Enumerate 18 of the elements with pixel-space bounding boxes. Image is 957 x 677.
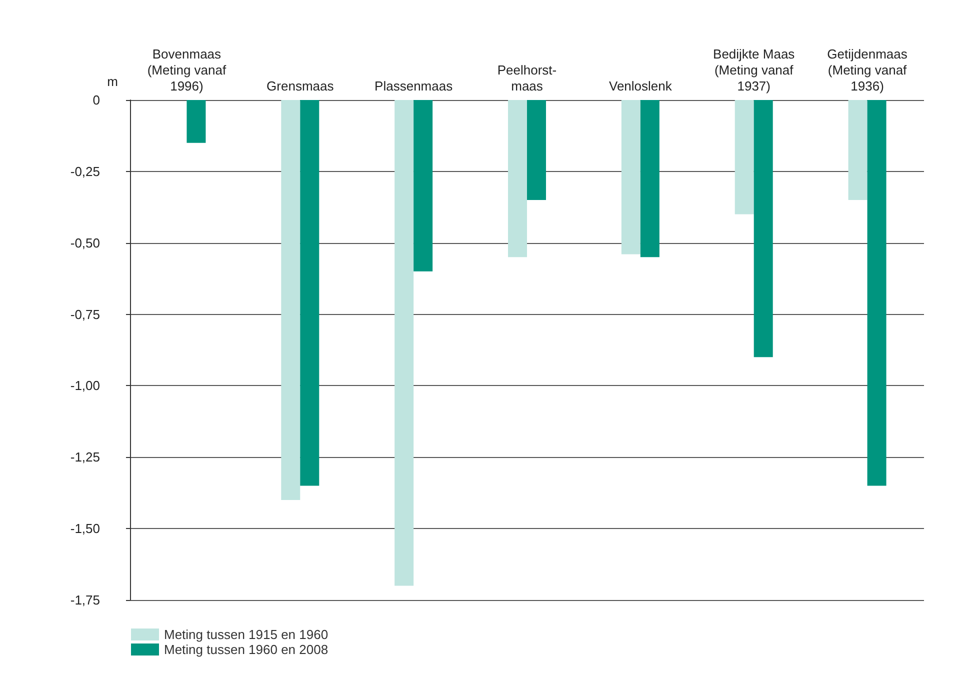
y-tick-label: -0,50 <box>70 235 100 250</box>
legend-label: Meting tussen 1960 en 2008 <box>164 642 328 657</box>
y-axis-title: m <box>107 74 118 89</box>
y-tick-label: -1,50 <box>70 521 100 536</box>
x-tick-label: Grensmaas <box>266 78 334 94</box>
y-tick-label: -1,25 <box>70 450 100 465</box>
x-tick-label: Venloslenk <box>608 78 672 94</box>
x-tick-label: Plassenmaas <box>374 78 454 94</box>
x-tick-label: Bovenmaas (Meting vanaf 1996) <box>147 46 226 94</box>
y-tick-label: -0,75 <box>70 306 100 322</box>
y-tick-label: -1,75 <box>70 592 100 608</box>
x-tick-label: Bedijkte Maas (Meting vanaf 1937) <box>713 46 796 94</box>
y-tick-label: -0,25 <box>70 164 100 179</box>
legend-label: Meting tussen 1915 en 1960 <box>164 627 328 642</box>
y-tick-label: 0 <box>92 92 100 108</box>
x-tick-label: Getijdenmaas (Meting vanaf 1936) <box>827 46 908 94</box>
x-tick-label: Peelhorst- maas <box>497 62 557 94</box>
y-tick-label: -1,00 <box>70 378 100 394</box>
